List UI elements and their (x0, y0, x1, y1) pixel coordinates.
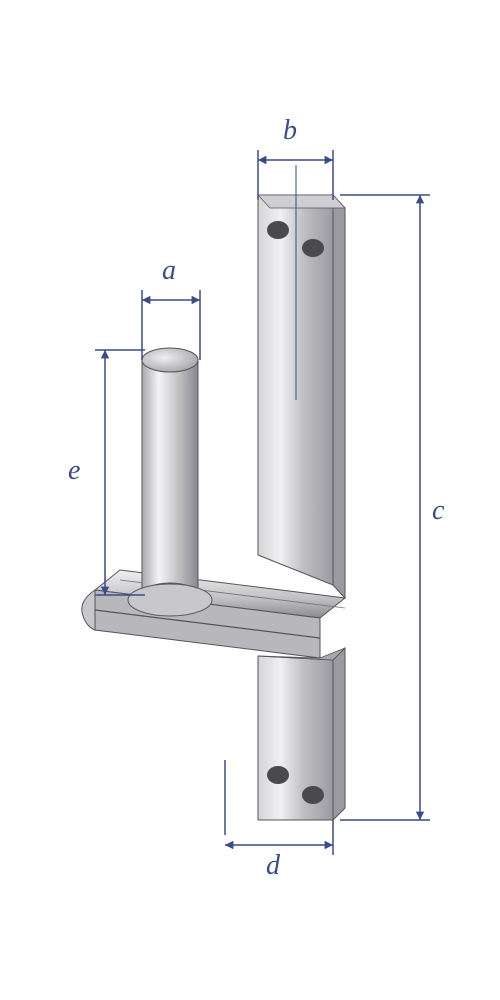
mounting-hole (302, 239, 324, 257)
mounting-hole (302, 786, 324, 804)
diagram-canvas: a b c d e (0, 0, 500, 1000)
dim-label-b: b (283, 115, 297, 147)
dim-label-a: a (162, 255, 176, 287)
mounting-hole (267, 221, 289, 239)
dim-label-d: d (266, 850, 280, 882)
horizontal-arm (82, 570, 345, 658)
upper-plate (258, 195, 345, 598)
dim-label-c: c (432, 495, 444, 527)
mounting-hole (267, 766, 289, 784)
dim-label-e: e (68, 455, 80, 487)
diagram-svg (0, 0, 500, 1000)
lower-plate (258, 648, 345, 820)
